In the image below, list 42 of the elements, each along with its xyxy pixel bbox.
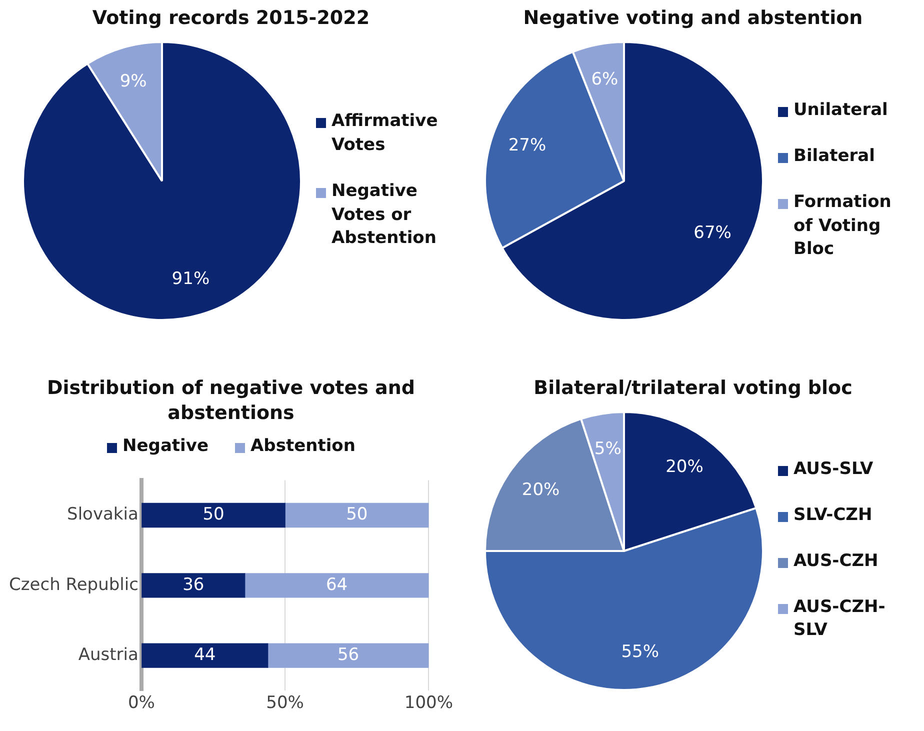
- bar: [142, 573, 246, 598]
- legend-label: SLV-CZH: [794, 504, 872, 527]
- data-label: 50: [346, 504, 368, 525]
- bar: [268, 643, 429, 668]
- data-label: 67%: [693, 222, 731, 242]
- data-label: 36: [182, 574, 204, 595]
- bar: [244, 573, 429, 598]
- y-tick-label: Slovakia: [67, 504, 138, 525]
- bar: [284, 503, 429, 528]
- data-label: 44: [194, 645, 216, 666]
- data-label: 56: [337, 645, 360, 666]
- data-label: 55%: [620, 642, 658, 662]
- chart-title: Distribution of negative votes and abstentions: [46, 376, 416, 426]
- y-tick-label: Austria: [78, 645, 138, 666]
- chart-title: Bilateral/trilateral voting bloc: [532, 376, 854, 401]
- legend-label: Unilateral: [794, 99, 888, 122]
- x-tick-label: 50%: [266, 693, 304, 714]
- legend-label: Abstention: [250, 435, 356, 458]
- legend-label: AUS-CZH-SLV: [794, 596, 886, 642]
- x-tick-label: 100%: [404, 693, 454, 714]
- legend-label: Negative Votes or Abstention: [332, 180, 438, 250]
- chart-title: Negative voting and abstention: [522, 6, 864, 31]
- data-label: 64: [326, 574, 348, 595]
- y-tick-label: Czech Republic: [8, 574, 138, 595]
- chart-title: Voting records 2015-2022: [91, 6, 371, 31]
- data-label: 6%: [590, 69, 618, 90]
- data-label: 9%: [119, 71, 146, 92]
- legend-label: Formation of Voting Bloc: [794, 190, 892, 262]
- data-label: 5%: [594, 438, 621, 459]
- bar: [142, 643, 268, 668]
- data-label: 20%: [521, 480, 560, 500]
- data-label: 50: [202, 504, 224, 525]
- legend-label: AUS-CZH: [794, 550, 878, 573]
- legend-label: Negative: [122, 435, 208, 458]
- data-label: 20%: [665, 456, 703, 477]
- legend-label: Bilateral: [794, 144, 875, 168]
- data-label: 91%: [171, 268, 210, 289]
- legend-label: AUS-SLV: [794, 458, 874, 482]
- x-tick-label: 0%: [128, 693, 155, 714]
- data-label: 27%: [508, 135, 546, 156]
- legend-label: Affirmative Votes: [332, 110, 439, 157]
- bar: [142, 503, 286, 528]
